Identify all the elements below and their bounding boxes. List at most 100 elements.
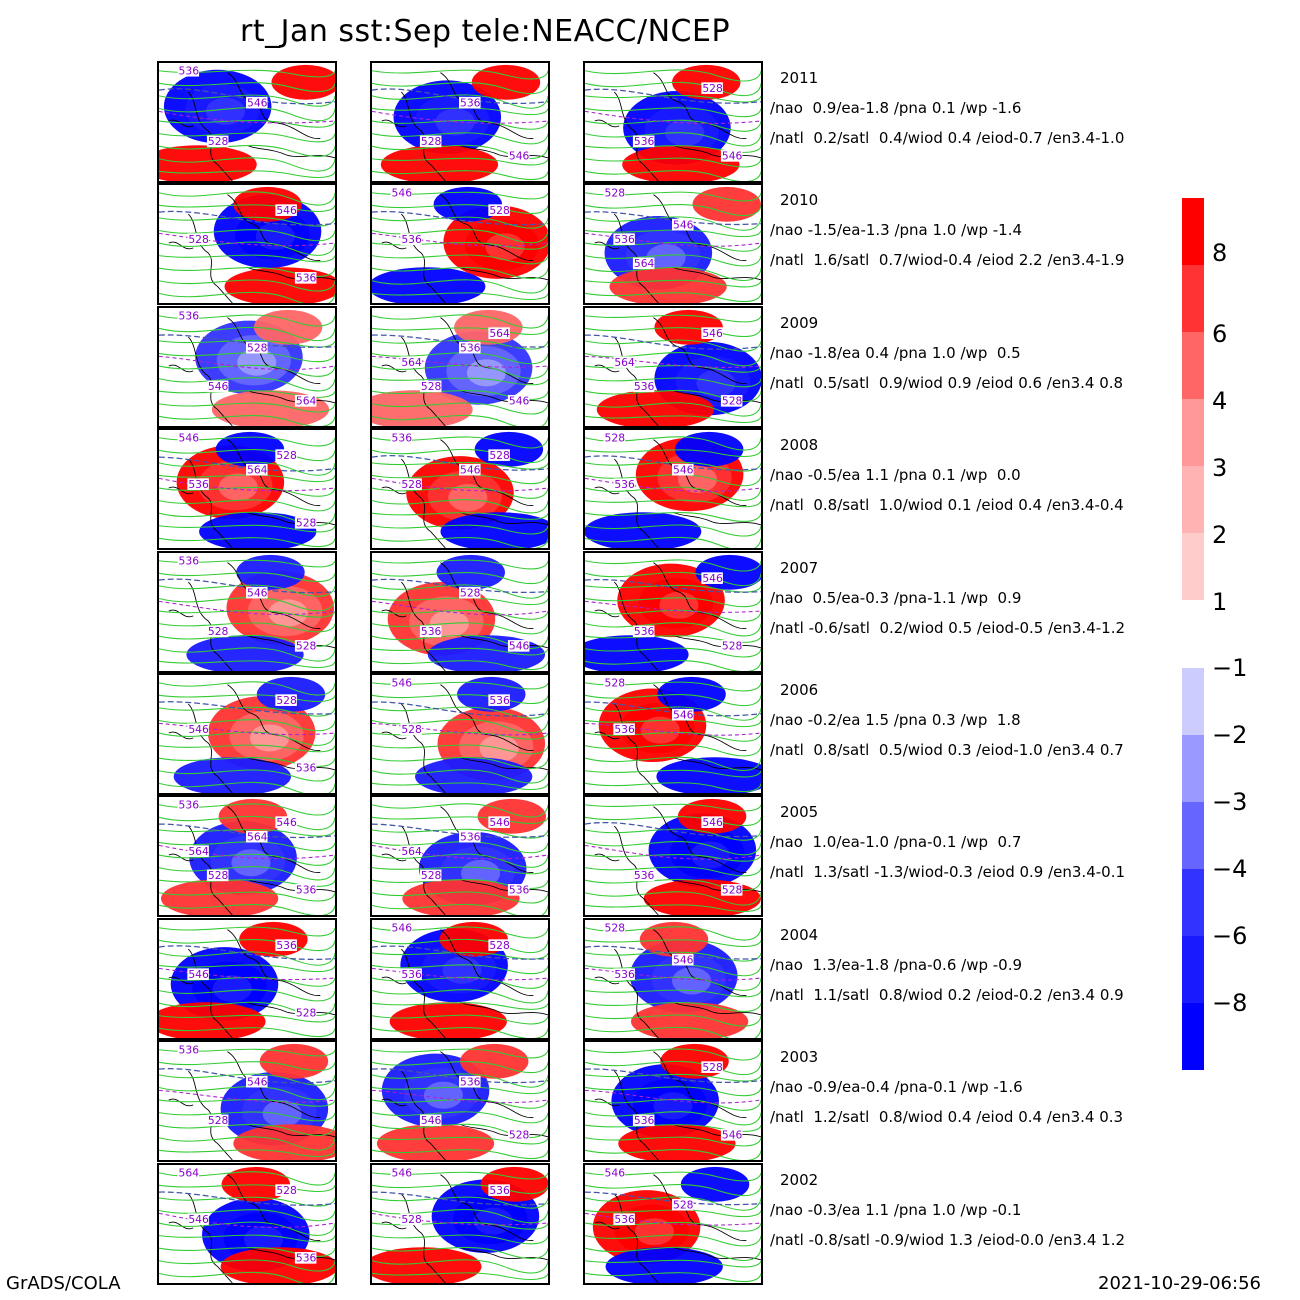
map-panel-2010-3: 536 528 546 564 bbox=[583, 183, 763, 306]
row-annotation-2002: 2002/nao -0.3/ea 1.1 /pna 1.0 /wp -0.1/n… bbox=[770, 1165, 1125, 1255]
map-anomaly-svg: 536 546 528 528 bbox=[159, 554, 335, 671]
contour-label: 528 bbox=[419, 870, 442, 883]
colorbar-tick-label: 3 bbox=[1212, 454, 1228, 482]
map-anomaly-svg: 536 528 546 bbox=[159, 676, 335, 793]
map-panel-2003-2: 536 546 528 bbox=[370, 1040, 550, 1163]
row-year: 2007 bbox=[780, 558, 819, 577]
svg-text:536: 536 bbox=[179, 799, 200, 812]
contour-label: 536 bbox=[613, 968, 635, 981]
svg-text:536: 536 bbox=[460, 1076, 481, 1089]
contour-label: 528 bbox=[206, 1114, 229, 1127]
map-anomaly-svg: 536 564 528 536 546 564 bbox=[159, 799, 335, 916]
contour-label: 528 bbox=[419, 380, 442, 393]
contour-label: 546 bbox=[507, 639, 530, 652]
colorbar-positive-segment bbox=[1182, 466, 1204, 533]
row-year: 2010 bbox=[780, 191, 819, 210]
contour-label: 546 bbox=[390, 921, 412, 934]
contour-label: 546 bbox=[390, 1166, 412, 1179]
map-panel-2004-1: 528 536 546 bbox=[157, 917, 337, 1040]
svg-text:546: 546 bbox=[188, 968, 209, 981]
svg-text:528: 528 bbox=[489, 939, 510, 952]
map-panel-2003-3: 536 546 528 bbox=[583, 1040, 763, 1163]
contour-label: 546 bbox=[275, 204, 297, 217]
contour-label: 528 bbox=[488, 204, 510, 217]
contour-label: 546 bbox=[246, 97, 268, 110]
row-index-line-1: /nao 1.0/ea-1.0 /pna-0.1 /wp 0.7 bbox=[770, 833, 1022, 852]
contour-label: 528 bbox=[206, 625, 229, 638]
svg-text:546: 546 bbox=[276, 816, 297, 829]
contour-label: 528 bbox=[603, 677, 626, 690]
contour-label: 528 bbox=[275, 1184, 297, 1197]
colorbar-positive-segment bbox=[1182, 399, 1204, 466]
map-anomaly-svg: 536 528 546 bbox=[585, 554, 761, 671]
svg-text:528: 528 bbox=[702, 1061, 723, 1074]
contour-label: 536 bbox=[632, 1114, 655, 1127]
svg-text:546: 546 bbox=[421, 1114, 442, 1127]
map-anomaly-svg: 528 536 546 bbox=[372, 921, 548, 1038]
svg-text:536: 536 bbox=[614, 233, 635, 246]
contour-label: 536 bbox=[294, 272, 317, 285]
map-anomaly-svg: 536 528 546 564 bbox=[585, 309, 761, 426]
map-panel-2009-2: 536 528 546 564 564 bbox=[370, 305, 550, 428]
contour-label: 564 bbox=[400, 845, 422, 858]
contour-label: 546 bbox=[419, 1114, 442, 1127]
contour-label: 546 bbox=[701, 572, 723, 585]
contour-label: 564 bbox=[246, 831, 268, 844]
row-annotation-2008: 2008/nao -0.5/ea 1.1 /pna 0.1 /wp 0.0/na… bbox=[770, 430, 1124, 520]
contour-label: 528 bbox=[720, 884, 743, 897]
svg-text:528: 528 bbox=[702, 82, 723, 95]
map-panel-2003-1: 536 546 528 bbox=[157, 1040, 337, 1163]
row-index-line-2: /natl 0.2/satl 0.4/wiod 0.4 /eiod-0.7 /e… bbox=[770, 129, 1125, 147]
contour-label: 536 bbox=[632, 870, 655, 883]
row-index-line-2: /natl -0.8/satl -0.9/wiod 1.3 /eiod-0.0 … bbox=[770, 1230, 1126, 1249]
row-year: 2003 bbox=[780, 1048, 819, 1067]
svg-text:546: 546 bbox=[605, 1166, 626, 1179]
row-annotation-2006: 2006/nao -0.2/ea 1.5 /pna 0.3 /wp 1.8/na… bbox=[770, 675, 1124, 765]
svg-text:536: 536 bbox=[421, 625, 442, 638]
contour-label: 536 bbox=[294, 762, 317, 775]
contour-label: 528 bbox=[206, 870, 229, 883]
row-index-line-2: /natl 0.8/satl 1.0/wiod 0.1 /eiod 0.4 /e… bbox=[770, 496, 1124, 515]
row-year: 2002 bbox=[780, 1170, 819, 1189]
colorbar-tick-label: 2 bbox=[1212, 521, 1228, 549]
contour-label: 536 bbox=[507, 884, 530, 897]
row-year: 2006 bbox=[780, 681, 819, 699]
svg-text:564: 564 bbox=[401, 845, 422, 858]
svg-text:546: 546 bbox=[247, 97, 268, 110]
svg-text:528: 528 bbox=[276, 449, 297, 462]
svg-text:528: 528 bbox=[489, 449, 510, 462]
svg-text:564: 564 bbox=[247, 831, 268, 844]
svg-text:546: 546 bbox=[489, 816, 510, 829]
svg-text:528: 528 bbox=[460, 586, 481, 599]
row-annotation-2011: 2011/nao 0.9/ea-1.8 /pna 0.1 /wp -1.6/na… bbox=[770, 63, 1124, 153]
colorbar-negative-segment bbox=[1182, 668, 1204, 735]
row-index-line-1: /nao 0.9/ea-1.8 /pna 0.1 /wp -1.6 bbox=[770, 99, 1022, 117]
contour-label: 546 bbox=[701, 816, 723, 829]
contour-label: 564 bbox=[177, 1166, 199, 1179]
svg-text:546: 546 bbox=[702, 327, 723, 340]
row-index-line-2: /natl -0.6/satl 0.2/wiod 0.5 /eiod-0.5 /… bbox=[770, 618, 1126, 637]
contour-label: 546 bbox=[206, 380, 229, 393]
svg-text:546: 546 bbox=[509, 639, 530, 652]
svg-text:536: 536 bbox=[401, 968, 422, 981]
svg-text:546: 546 bbox=[509, 395, 530, 408]
colorbar-positive-segment bbox=[1182, 332, 1204, 399]
contour-label: 536 bbox=[177, 554, 199, 567]
contour-label: 536 bbox=[400, 968, 422, 981]
map-anomaly-svg: 536 546 528 bbox=[585, 1044, 761, 1161]
svg-text:528: 528 bbox=[605, 677, 626, 690]
colorbar-tick-label: −1 bbox=[1212, 654, 1248, 682]
svg-text:536: 536 bbox=[489, 1184, 510, 1197]
svg-text:528: 528 bbox=[605, 187, 626, 200]
map-panel-2008-3: 536 528 546 bbox=[583, 428, 763, 551]
svg-text:546: 546 bbox=[702, 572, 723, 585]
map-panel-2002-1: 536 528 546 564 bbox=[157, 1162, 337, 1285]
svg-text:564: 564 bbox=[401, 356, 422, 369]
svg-text:546: 546 bbox=[208, 380, 229, 393]
contour-label: 528 bbox=[603, 921, 625, 934]
contour-label: 528 bbox=[507, 1129, 530, 1142]
svg-text:536: 536 bbox=[296, 762, 317, 775]
svg-text:528: 528 bbox=[421, 870, 442, 883]
map-anomaly-svg: 536 528 546 bbox=[372, 64, 548, 181]
row-index-line-2: /natl 0.8/satl 0.5/wiod 0.3 /eiod-1.0 /e… bbox=[770, 741, 1124, 759]
